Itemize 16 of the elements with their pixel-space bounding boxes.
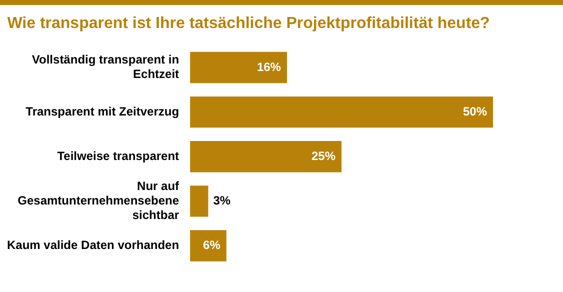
bar	[190, 141, 342, 172]
data-label: 3%	[213, 193, 231, 208]
chart-title: Wie transparent ist Ihre tatsächliche Projektprofitabilität heute?	[7, 15, 490, 32]
data-label: 6%	[203, 238, 221, 252]
data-label: 25%	[311, 148, 336, 163]
bar	[190, 186, 208, 217]
y-tick-label: Vollständig transparent in Echtzeit	[32, 52, 180, 81]
data-label: 50%	[462, 104, 488, 118]
y-tick-label: Teilweise transparent	[57, 148, 180, 163]
y-tick-label: Kaum valide Daten vorhanden	[6, 238, 180, 252]
bar	[190, 96, 493, 128]
y-tick-label: Transparent mit Zeitverzug	[26, 104, 180, 118]
bar	[190, 52, 287, 84]
y-tick-label: Nur auf Gesamtunternehmensebene sichtbar	[18, 179, 180, 222]
bar	[190, 230, 226, 262]
data-label: 16%	[256, 60, 282, 74]
